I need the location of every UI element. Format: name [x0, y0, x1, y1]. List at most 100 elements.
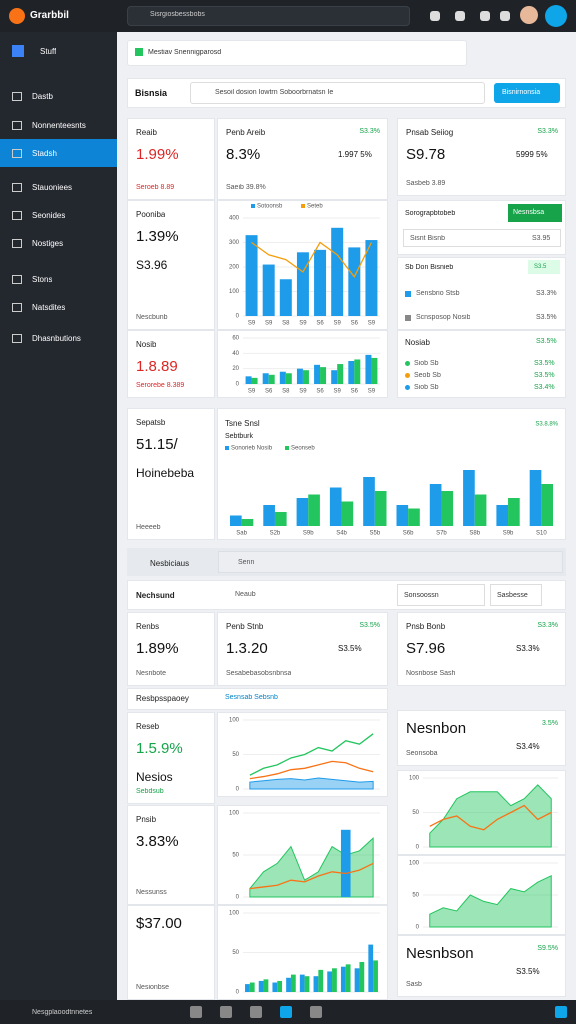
footer-icon[interactable]: [280, 1006, 292, 1018]
card-title: Penb Stnb: [226, 622, 264, 631]
sidebar-icon: [12, 303, 22, 312]
bar: [304, 976, 310, 992]
sidebar-item[interactable]: Nostiges: [32, 239, 64, 248]
bar: [277, 980, 283, 992]
sidebar-item[interactable]: Seonides: [32, 211, 66, 220]
card-value: 1.5.9%: [136, 740, 183, 757]
bar: [341, 501, 354, 526]
card-note: Seroeb 8.89: [136, 184, 175, 191]
card-value: 1.99%: [136, 146, 179, 163]
card-value: 8.3%: [226, 146, 261, 163]
bar: [262, 264, 275, 316]
bar: [348, 247, 361, 316]
top-icon[interactable]: [430, 11, 440, 21]
footer-icon[interactable]: [310, 1006, 322, 1018]
bar: [474, 494, 487, 526]
card-note: Nesnbote: [136, 670, 166, 677]
sidebar-item[interactable]: Stadsh: [32, 149, 57, 158]
y-tick-label: 50: [412, 810, 419, 816]
card: [397, 612, 566, 686]
legend-label: Siob Sb: [414, 384, 439, 391]
bar: [429, 484, 442, 526]
card: [127, 330, 215, 398]
bar: [371, 357, 378, 384]
card-right: S3.5%: [359, 622, 380, 629]
line: [249, 760, 374, 780]
bar: [314, 249, 327, 316]
bar: [290, 974, 296, 992]
x-tick-label: S9: [265, 321, 273, 327]
search-box: [127, 6, 410, 26]
y-tick-label: 0: [416, 925, 420, 931]
card-note: Nesionbse: [136, 984, 170, 991]
card-note: Nessunss: [136, 889, 167, 896]
legend-label: Sotoonsb: [257, 204, 283, 210]
bar: [365, 240, 378, 316]
chart-title: Tsne Snsl: [225, 419, 260, 428]
legend-card: [397, 330, 566, 398]
card-value2: S3.96: [136, 258, 168, 272]
card-title: Nesnbon: [406, 720, 467, 737]
panel-input-value: S3.95: [532, 235, 551, 242]
footer-icon[interactable]: [250, 1006, 262, 1018]
list-badge: S3.5: [528, 260, 560, 274]
toolbar-filter: Neaub: [235, 591, 256, 598]
card-value: 1.8.89: [136, 358, 178, 375]
x-tick-label: S6: [316, 321, 324, 327]
chart: 0 50 100: [409, 861, 558, 931]
chart: 0 50 100: [229, 911, 380, 996]
bar: [245, 235, 258, 316]
section-search: [218, 551, 563, 573]
x-tick-label: S9: [299, 321, 307, 327]
card-note: Sasb: [406, 981, 422, 988]
bar: [363, 477, 375, 526]
logo-icon: [9, 8, 25, 24]
top-icon[interactable]: [500, 11, 510, 21]
section-title: Nesbiciaus: [150, 559, 190, 568]
toolbar-button[interactable]: Sasbesse: [490, 584, 542, 606]
bar: [263, 505, 275, 526]
list-dot: [405, 315, 411, 321]
bar: [262, 373, 269, 384]
bar: [368, 944, 374, 992]
y-tick-label: 100: [409, 861, 420, 867]
avatar[interactable]: [520, 6, 538, 24]
sidebar-item[interactable]: Stons: [32, 275, 53, 284]
chart: Tsne Snsl Sebtburk S3.8.8% Sonorieb Nosib Se…: [225, 419, 559, 537]
x-tick-label: S6: [265, 389, 273, 395]
line: [249, 733, 374, 776]
toolbar-button[interactable]: Sonsoossn: [397, 584, 485, 606]
area: [429, 784, 552, 848]
sidebar-item[interactable]: Stauoniees: [32, 183, 73, 192]
notice-icon: [135, 48, 143, 56]
x-tick-label: S9: [368, 389, 376, 395]
search-text: Sisrgiosbessbobs: [150, 11, 205, 18]
chart: 0 50 100: [229, 718, 380, 793]
bar: [327, 971, 333, 992]
top-icon[interactable]: [455, 11, 465, 21]
sidebar-item[interactable]: Dastb: [32, 92, 53, 101]
footer-icon[interactable]: [190, 1006, 202, 1018]
x-tick-label: S9: [299, 389, 307, 395]
toolbar-title: Nechsund: [136, 591, 175, 600]
top-icon[interactable]: [480, 11, 490, 21]
card-note: Saeib 39.8%: [226, 184, 266, 191]
footer-icon[interactable]: [555, 1006, 567, 1018]
profile-button[interactable]: [545, 5, 567, 27]
area: [249, 837, 374, 898]
header-button[interactable]: Bisnirnonsia: [494, 83, 560, 103]
footer-icon[interactable]: [220, 1006, 232, 1018]
y-tick-label: 20: [232, 366, 239, 372]
chart: 0 50 100: [409, 776, 558, 851]
x-tick-label: S9: [248, 389, 256, 395]
legend-dot: [405, 385, 410, 390]
card: [217, 118, 388, 200]
sidebar-item[interactable]: Natsdites: [32, 303, 66, 312]
sidebar-item[interactable]: Dhasnbutions: [32, 334, 81, 343]
panel-button[interactable]: Nesnsbsa: [508, 204, 562, 222]
card-title: Sepatsb: [136, 418, 166, 427]
sidebar-item[interactable]: Nonnenteesnts: [32, 121, 86, 130]
bar: [245, 376, 252, 384]
section-search-text: Senn: [238, 559, 255, 566]
x-tick-label: S2b: [270, 531, 281, 537]
